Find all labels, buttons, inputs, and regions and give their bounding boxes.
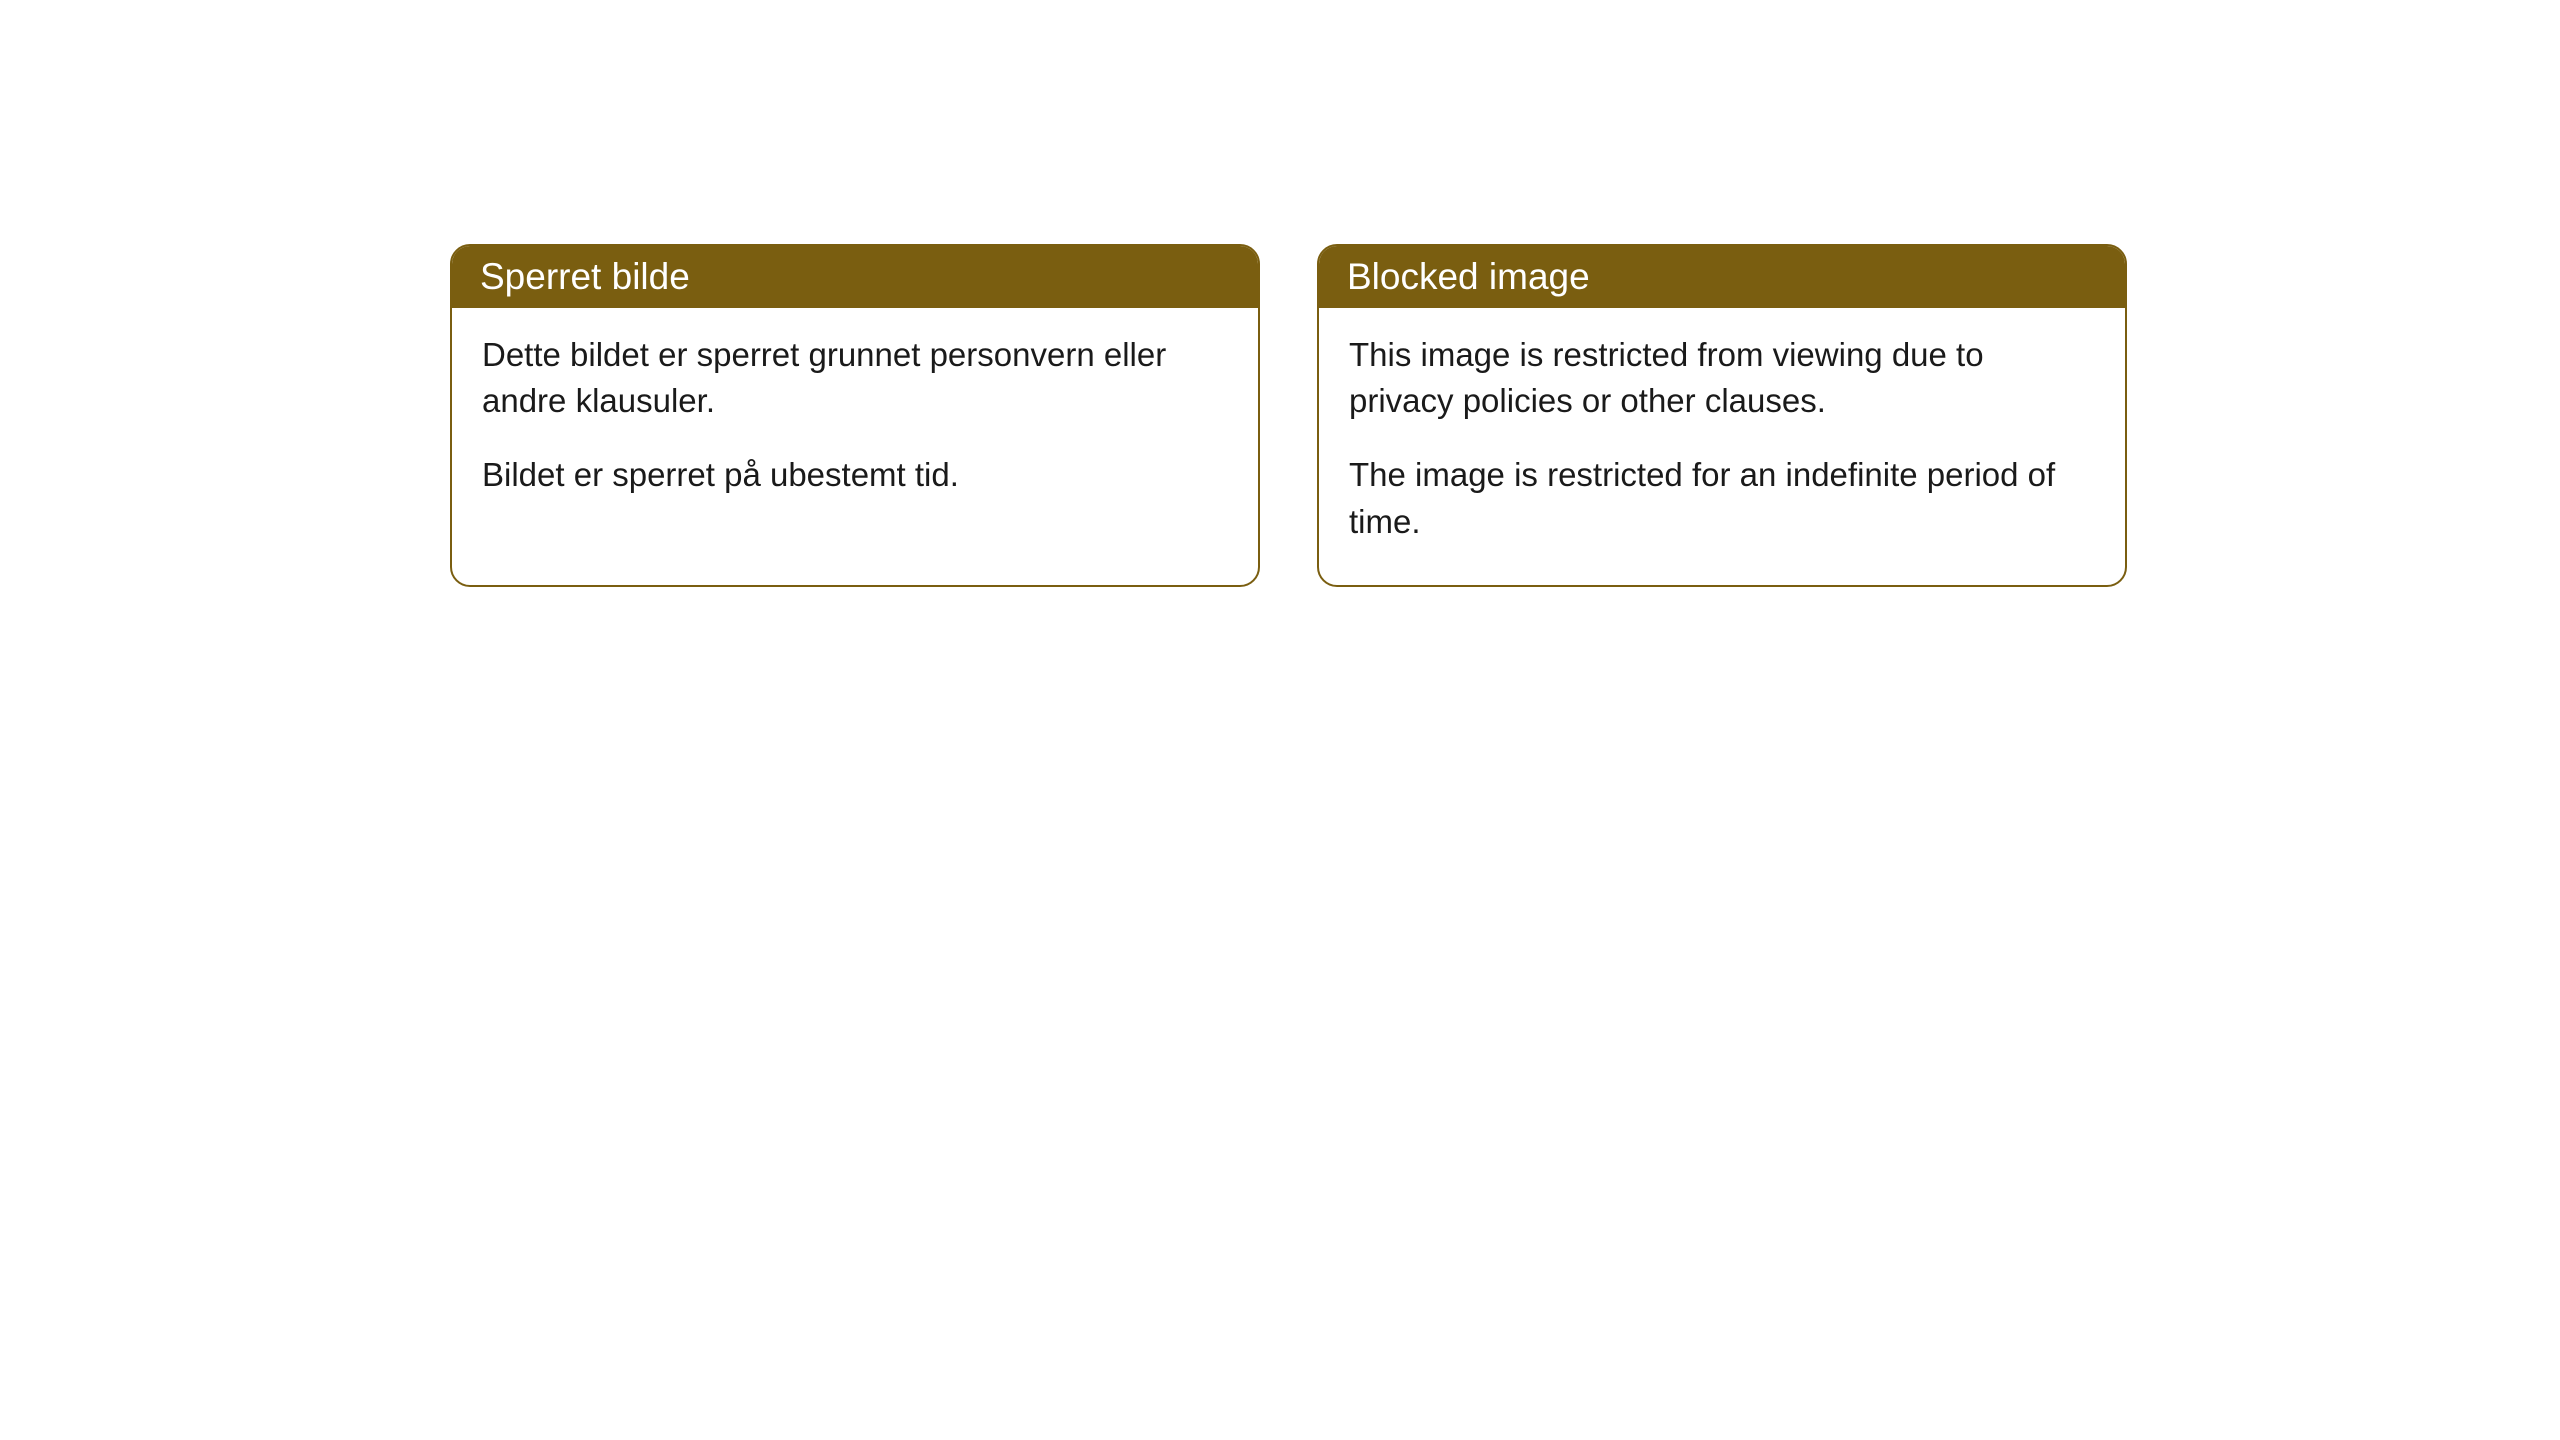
notice-body: This image is restricted from viewing du… (1319, 308, 2125, 585)
notice-paragraph-2: Bildet er sperret på ubestemt tid. (482, 452, 1228, 498)
notice-card-norwegian: Sperret bilde Dette bildet er sperret gr… (450, 244, 1260, 587)
notice-paragraph-2: The image is restricted for an indefinit… (1349, 452, 2095, 544)
notice-container: Sperret bilde Dette bildet er sperret gr… (0, 0, 2560, 587)
notice-paragraph-1: Dette bildet er sperret grunnet personve… (482, 332, 1228, 424)
notice-card-english: Blocked image This image is restricted f… (1317, 244, 2127, 587)
notice-header: Blocked image (1319, 246, 2125, 308)
notice-header: Sperret bilde (452, 246, 1258, 308)
notice-title: Sperret bilde (480, 256, 690, 297)
notice-paragraph-1: This image is restricted from viewing du… (1349, 332, 2095, 424)
notice-title: Blocked image (1347, 256, 1590, 297)
notice-body: Dette bildet er sperret grunnet personve… (452, 308, 1258, 539)
